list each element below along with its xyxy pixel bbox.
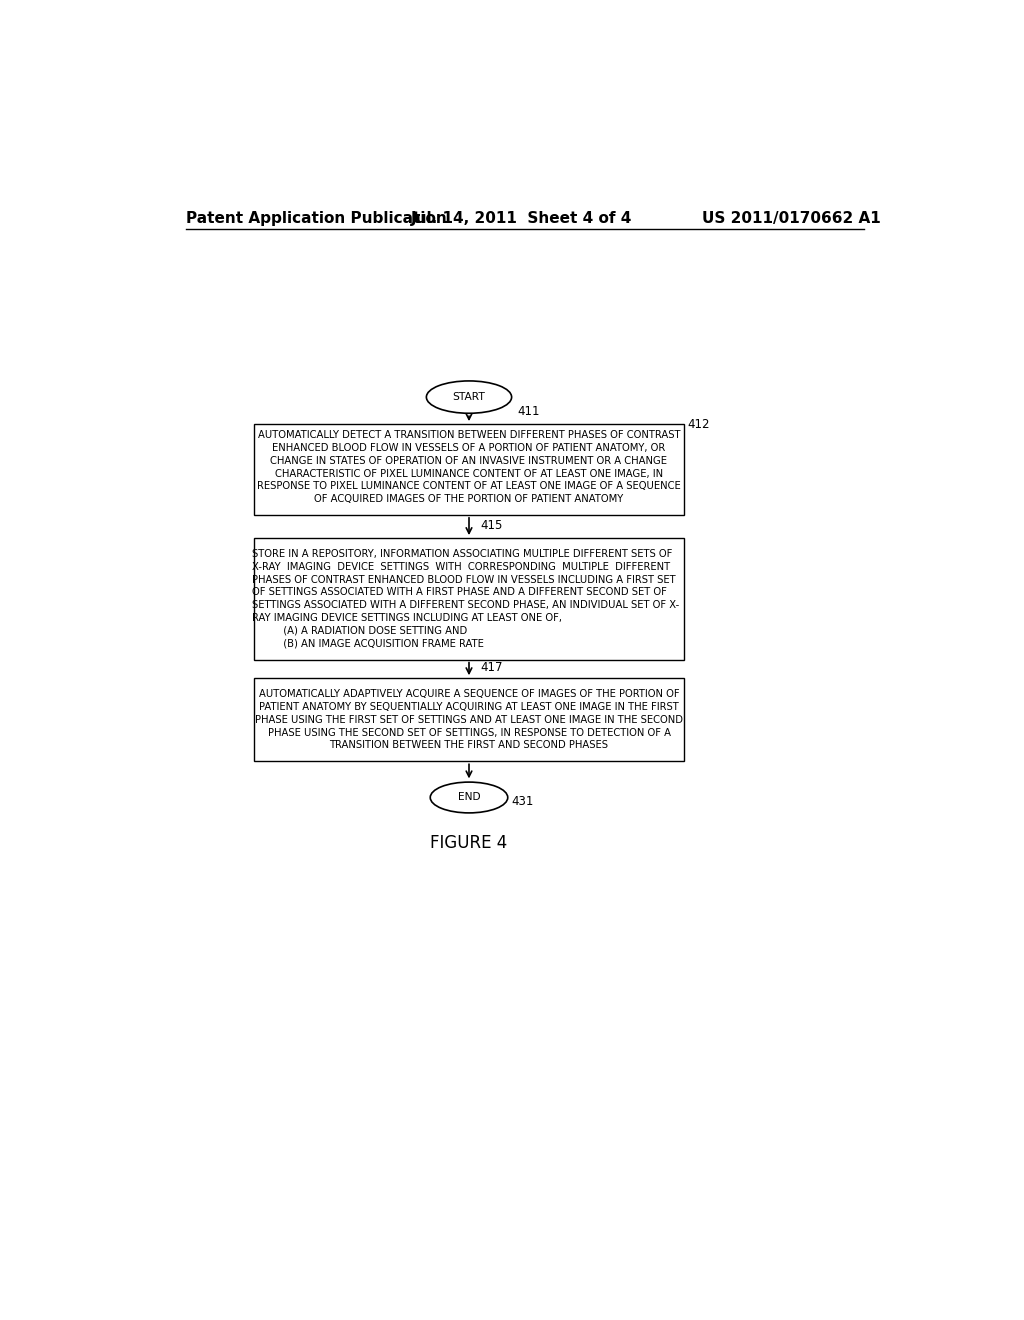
Bar bbox=[254, 539, 684, 660]
Text: US 2011/0170662 A1: US 2011/0170662 A1 bbox=[701, 211, 881, 226]
Text: 431: 431 bbox=[512, 795, 534, 808]
Text: Patent Application Publication: Patent Application Publication bbox=[186, 211, 446, 226]
Text: START: START bbox=[453, 392, 485, 403]
Bar bbox=[254, 678, 684, 762]
Text: AUTOMATICALLY ADAPTIVELY ACQUIRE A SEQUENCE OF IMAGES OF THE PORTION OF
PATIENT : AUTOMATICALLY ADAPTIVELY ACQUIRE A SEQUE… bbox=[255, 689, 683, 750]
Text: Jul. 14, 2011  Sheet 4 of 4: Jul. 14, 2011 Sheet 4 of 4 bbox=[411, 211, 632, 226]
Text: STORE IN A REPOSITORY, INFORMATION ASSOCIATING MULTIPLE DIFFERENT SETS OF
X-RAY : STORE IN A REPOSITORY, INFORMATION ASSOC… bbox=[252, 549, 679, 648]
Text: AUTOMATICALLY DETECT A TRANSITION BETWEEN DIFFERENT PHASES OF CONTRAST
ENHANCED : AUTOMATICALLY DETECT A TRANSITION BETWEE… bbox=[257, 430, 681, 504]
Text: 415: 415 bbox=[480, 519, 503, 532]
Text: FIGURE 4: FIGURE 4 bbox=[430, 834, 508, 853]
Text: 417: 417 bbox=[480, 661, 503, 675]
Ellipse shape bbox=[430, 781, 508, 813]
Text: 411: 411 bbox=[518, 405, 541, 418]
Ellipse shape bbox=[426, 381, 512, 413]
Bar bbox=[254, 424, 684, 515]
Text: END: END bbox=[458, 792, 480, 803]
Text: 412: 412 bbox=[687, 418, 710, 430]
